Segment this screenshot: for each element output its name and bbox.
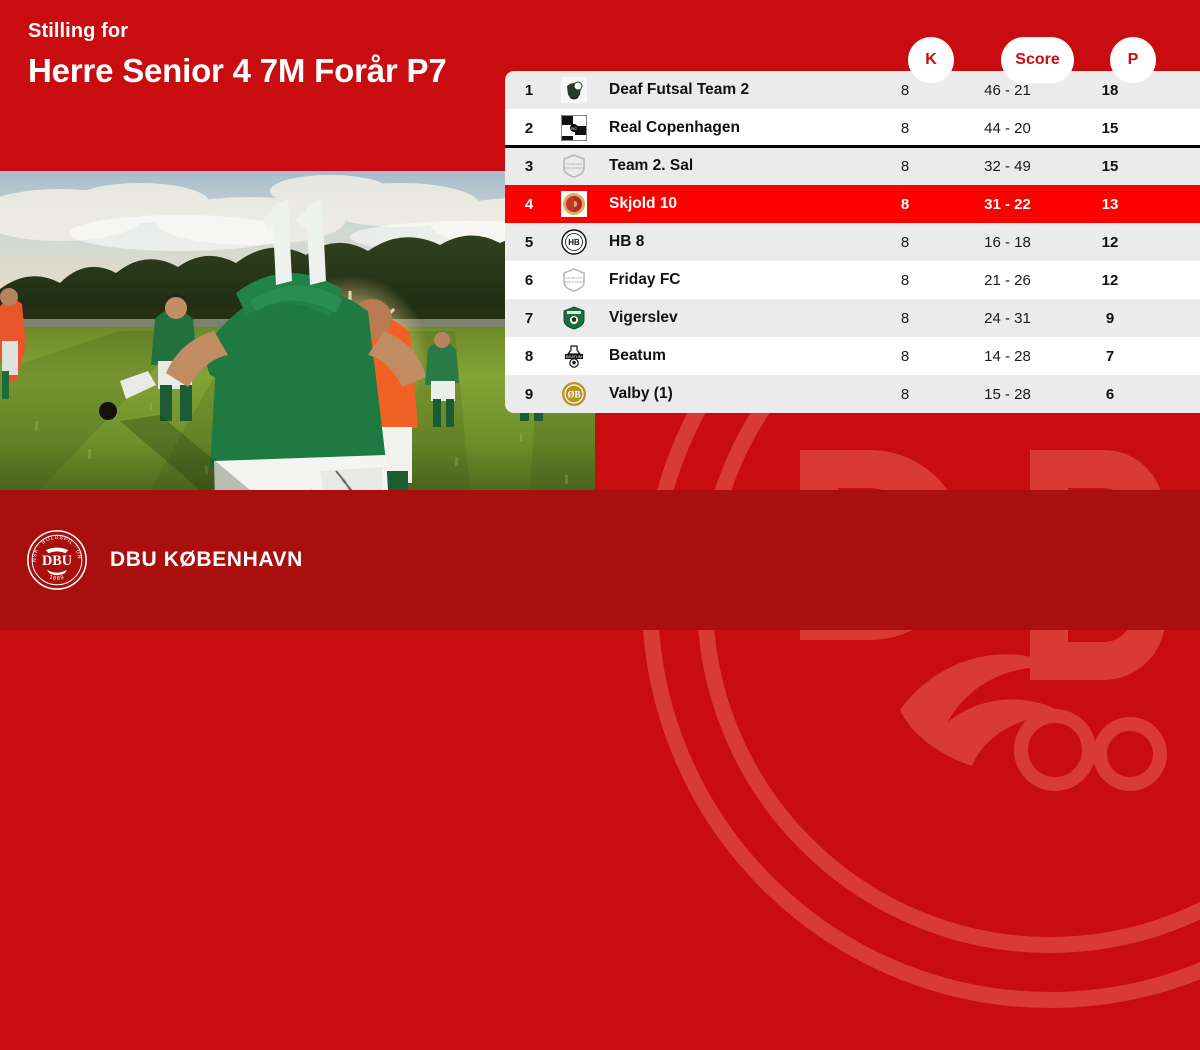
svg-text:IKKE FUNDET: IKKE FUNDET bbox=[564, 280, 584, 284]
svg-text:KLUBLOGO: KLUBLOGO bbox=[566, 276, 583, 280]
club-logo-circle-bw: HB bbox=[553, 229, 595, 255]
club-logo-shield-gray: KLUBLOGO IKKE FUNDET bbox=[553, 267, 595, 293]
table-row[interactable]: 3 KLUBLOGO IKKE FUNDET Team 2. Sal 8 32 -… bbox=[505, 147, 1200, 185]
row-score: 14 - 28 bbox=[984, 347, 1031, 365]
row-matches: 8 bbox=[900, 233, 910, 251]
row-points: 12 bbox=[1101, 233, 1119, 251]
row-score: 24 - 31 bbox=[984, 309, 1031, 327]
row-team-name: Valby (1) bbox=[609, 385, 673, 402]
header-kicker: Stilling for bbox=[28, 20, 129, 42]
row-matches: 8 bbox=[900, 81, 910, 99]
table-row[interactable]: 8 BEATUM Beatum 8 14 - 28 7 bbox=[505, 337, 1200, 375]
row-score: 31 - 22 bbox=[984, 195, 1031, 213]
row-points: 18 bbox=[1101, 81, 1119, 99]
row-team-name: HB 8 bbox=[609, 233, 645, 250]
svg-text:KLUBLOGO: KLUBLOGO bbox=[566, 162, 583, 166]
row-matches: 8 bbox=[900, 271, 910, 289]
dbu-logo-icon: DANSK · BOLDSPIL · UNION 1889 DBU bbox=[26, 529, 88, 591]
club-logo-crest-dark bbox=[553, 77, 595, 103]
svg-text:DBU: DBU bbox=[42, 553, 72, 569]
row-team-name: Deaf Futsal Team 2 bbox=[609, 81, 750, 98]
row-score: 16 - 18 bbox=[984, 233, 1031, 251]
row-rank: 6 bbox=[524, 271, 534, 289]
column-header-score: Score bbox=[1001, 37, 1074, 83]
club-logo-shield-gray: KLUBLOGO IKKE FUNDET bbox=[553, 153, 595, 179]
standings-table: 1 Deaf Futsal Team 2 8 46 - 21 18 2 RC R… bbox=[505, 71, 1200, 413]
row-team-name: Beatum bbox=[609, 347, 666, 364]
club-logo-checker-bw: RC bbox=[553, 115, 595, 141]
table-row[interactable]: 9 ØB Valby (1) 8 15 - 28 6 bbox=[505, 375, 1200, 413]
row-rank: 7 bbox=[524, 309, 534, 327]
table-row[interactable]: 6 KLUBLOGO IKKE FUNDET Friday FC 8 21 - 2… bbox=[505, 261, 1200, 299]
hero-photo bbox=[0, 171, 595, 490]
row-rank: 5 bbox=[524, 233, 534, 251]
row-points: 7 bbox=[1105, 347, 1115, 365]
row-team-name: Skjold 10 bbox=[609, 195, 678, 212]
svg-text:BEATUM: BEATUM bbox=[566, 354, 582, 359]
club-logo-emblem-bw: BEATUM bbox=[553, 343, 595, 369]
row-rank: 4 bbox=[524, 195, 534, 213]
row-team-name: Friday FC bbox=[609, 271, 681, 288]
row-team-name: Vigerslev bbox=[609, 309, 678, 326]
svg-text:IKKE FUNDET: IKKE FUNDET bbox=[564, 166, 584, 170]
row-points: 9 bbox=[1105, 309, 1115, 327]
column-header-k: K bbox=[908, 37, 954, 83]
row-matches: 8 bbox=[900, 385, 910, 403]
row-points: 6 bbox=[1105, 385, 1115, 403]
row-rank: 8 bbox=[524, 347, 534, 365]
svg-text:HB: HB bbox=[568, 238, 580, 247]
row-score: 15 - 28 bbox=[984, 385, 1031, 403]
row-matches: 8 bbox=[900, 119, 910, 137]
row-team-name: Real Copenhagen bbox=[609, 119, 740, 136]
club-logo-crest-red-gold bbox=[553, 191, 595, 217]
row-score: 46 - 21 bbox=[984, 81, 1031, 99]
table-row[interactable]: 7 Vigerslev 8 24 - 31 9 bbox=[505, 299, 1200, 337]
row-rank: 3 bbox=[524, 157, 534, 175]
row-matches: 8 bbox=[900, 309, 910, 327]
table-row[interactable]: 1 Deaf Futsal Team 2 8 46 - 21 18 bbox=[505, 71, 1200, 109]
footer-bar: DANSK · BOLDSPIL · UNION 1889 DBU DBU KØ… bbox=[0, 490, 1200, 630]
svg-text:1889: 1889 bbox=[48, 574, 65, 581]
table-row[interactable]: 2 RC Real Copenhagen 8 44 - 20 15 bbox=[505, 109, 1200, 148]
row-score: 32 - 49 bbox=[984, 157, 1031, 175]
row-team-name: Team 2. Sal bbox=[609, 157, 694, 174]
header-block: Stilling for Herre Senior 4 7M Forår P7 bbox=[28, 18, 498, 91]
table-row-highlighted[interactable]: 4 Skjold 10 8 31 - 22 13 bbox=[505, 185, 1200, 223]
row-matches: 8 bbox=[900, 195, 910, 213]
column-header-p: P bbox=[1110, 37, 1156, 83]
row-points: 15 bbox=[1101, 119, 1119, 137]
club-logo-shield-green bbox=[553, 305, 595, 331]
row-score: 21 - 26 bbox=[984, 271, 1031, 289]
row-matches: 8 bbox=[900, 157, 910, 175]
row-points: 15 bbox=[1101, 157, 1119, 175]
club-logo-circle-gold: ØB bbox=[553, 381, 595, 407]
row-rank: 9 bbox=[524, 385, 534, 403]
page-title: Herre Senior 4 7M Forår P7 bbox=[28, 52, 447, 89]
row-score: 44 - 20 bbox=[984, 119, 1031, 137]
org-name: DBU KØBENHAVN bbox=[110, 548, 303, 571]
row-points: 13 bbox=[1101, 195, 1119, 213]
row-rank: 1 bbox=[524, 81, 534, 99]
row-matches: 8 bbox=[900, 347, 910, 365]
row-rank: 2 bbox=[524, 119, 534, 137]
table-row[interactable]: 5 HB HB 8 8 16 - 18 12 bbox=[505, 223, 1200, 261]
svg-text:ØB: ØB bbox=[567, 390, 580, 400]
column-header-badges: K Score P bbox=[0, 0, 1200, 83]
svg-text:RC: RC bbox=[571, 126, 577, 131]
row-points: 12 bbox=[1101, 271, 1119, 289]
